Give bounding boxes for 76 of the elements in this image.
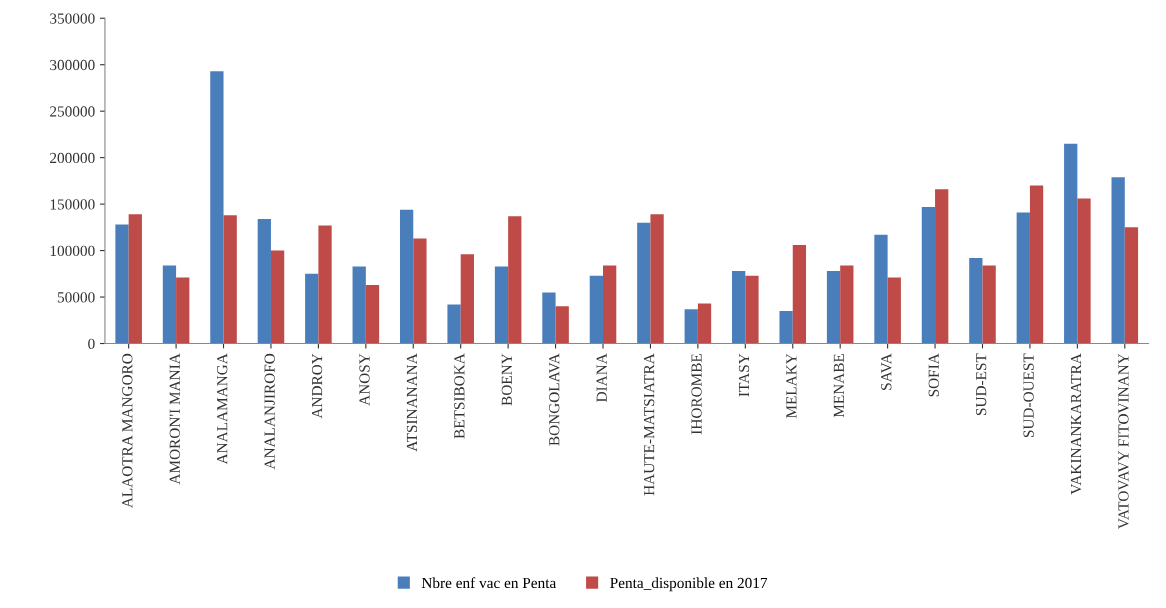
x-tick-label: AMORON'I MANIA [169, 353, 180, 485]
bar [365, 284, 380, 344]
bar [318, 225, 332, 344]
bar [982, 265, 996, 344]
x-tick-label: VAKINANKARATRA [1070, 353, 1082, 495]
x-tick-label: HAUTE-MATSIATRA [644, 353, 655, 496]
x-tick-label: ANOSY [359, 353, 370, 406]
bar [115, 224, 129, 344]
bar [176, 277, 190, 344]
bar [1064, 143, 1078, 344]
bar [603, 265, 617, 344]
x-tick-label: ATSINANANA [406, 353, 418, 452]
bar [1077, 198, 1091, 344]
bar [413, 238, 427, 344]
bar [637, 222, 651, 344]
y-tick-label: 300000 [50, 59, 95, 71]
bar [650, 214, 664, 344]
x-tick-label: DIANA [596, 353, 607, 403]
x-tick-label: BONGOLAVA [549, 353, 560, 446]
y-tick-label: 350000 [50, 13, 95, 24]
bar [745, 275, 759, 344]
bar [589, 275, 604, 344]
x-tick-label: BETSIBOKA [454, 353, 465, 439]
y-tick-label: 0 [88, 338, 95, 349]
x-tick-label: ANDROY [311, 353, 323, 419]
x-tick-label: ALAOTRA MANGORO [122, 353, 133, 508]
bar [921, 206, 936, 344]
bar [399, 209, 414, 344]
bar [257, 218, 271, 344]
x-tick-label: ANALANJIROFO [264, 353, 275, 470]
bar [542, 292, 556, 344]
x-tick-label: ITASY [738, 353, 750, 397]
bar [305, 273, 319, 344]
y-tick-label: 200000 [50, 152, 95, 164]
x-tick-label: SUD-OUEST [1023, 353, 1034, 438]
bar [128, 214, 142, 344]
x-tick-label: SUD-EST [976, 353, 987, 416]
bar [162, 265, 177, 344]
bar [270, 250, 285, 344]
bar [460, 254, 474, 344]
y-tick-label: 150000 [50, 199, 95, 210]
bar [508, 216, 522, 344]
bar [494, 266, 509, 344]
bar [1016, 212, 1030, 344]
bar [779, 310, 793, 344]
x-tick-label: MELAKY [786, 353, 797, 419]
legend-label: Nbre enf vac en Penta [421, 577, 557, 589]
bar [223, 215, 237, 344]
x-tick-label: ANALAMANGA [217, 353, 228, 465]
x-tick-label: SOFIA [928, 353, 939, 397]
bar [732, 271, 746, 344]
y-tick-label: 100000 [50, 245, 95, 257]
bar [352, 266, 366, 344]
x-tick-label: SAVA [881, 353, 892, 390]
bar [555, 306, 569, 344]
y-tick-label: 50000 [57, 292, 95, 303]
x-tick-label: BOENY [501, 353, 512, 406]
bar [447, 304, 461, 344]
bar [826, 271, 841, 344]
bar [887, 277, 901, 344]
x-tick-label: IHOROMBE [691, 354, 702, 435]
bar [969, 258, 983, 344]
y-tick-label: 250000 [50, 106, 95, 117]
bar [874, 234, 888, 344]
bar [1124, 227, 1139, 344]
bar [840, 265, 854, 344]
bar [684, 309, 698, 344]
legend-label: Penta_disponible en 2017 [610, 577, 768, 592]
bar [1029, 185, 1044, 344]
x-tick-label: MENABE [833, 354, 844, 418]
bar [697, 303, 712, 344]
bar [1111, 177, 1125, 344]
bar [935, 189, 949, 344]
x-tick-label: VATOVAVY FITOVINANY [1118, 353, 1129, 529]
bar [210, 71, 224, 344]
bar [792, 245, 807, 344]
